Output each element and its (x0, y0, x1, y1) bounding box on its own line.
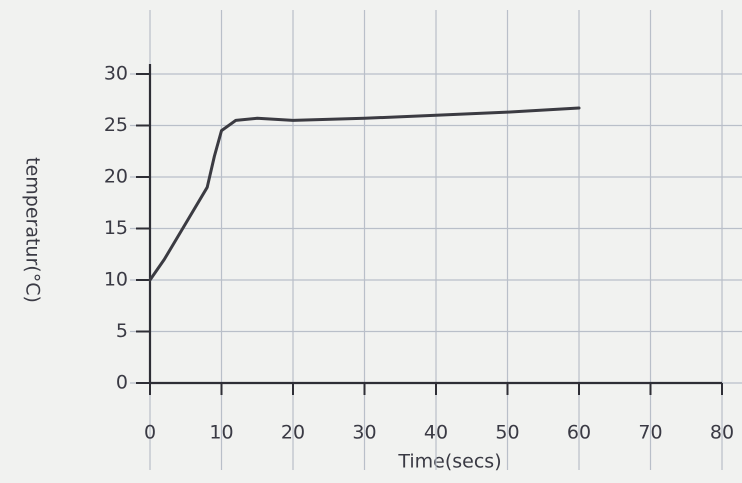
x-tick-label: 0 (144, 422, 156, 444)
y-tick-label: 0 (116, 372, 128, 394)
x-tick-label: 70 (638, 422, 662, 444)
x-tick-label: 80 (710, 422, 734, 444)
x-tick-label: 30 (352, 422, 376, 444)
data-line (148, 106, 581, 282)
y-tick-label: 15 (104, 217, 128, 239)
x-axis-label: Time(secs) (397, 451, 501, 473)
x-tick-label: 40 (424, 422, 448, 444)
y-tick-label: 25 (104, 114, 128, 136)
x-tick-label: 50 (495, 422, 519, 444)
y-tick-label: 10 (104, 269, 128, 291)
y-tick-label: 30 (104, 63, 128, 85)
y-axis-label: temperatur(°C) (22, 157, 44, 303)
x-tick-label: 60 (567, 422, 591, 444)
x-tick-label: 10 (209, 422, 233, 444)
y-tick-label: 5 (116, 320, 128, 342)
x-tick-label: 20 (281, 422, 305, 444)
y-tick-label: 20 (104, 166, 128, 188)
